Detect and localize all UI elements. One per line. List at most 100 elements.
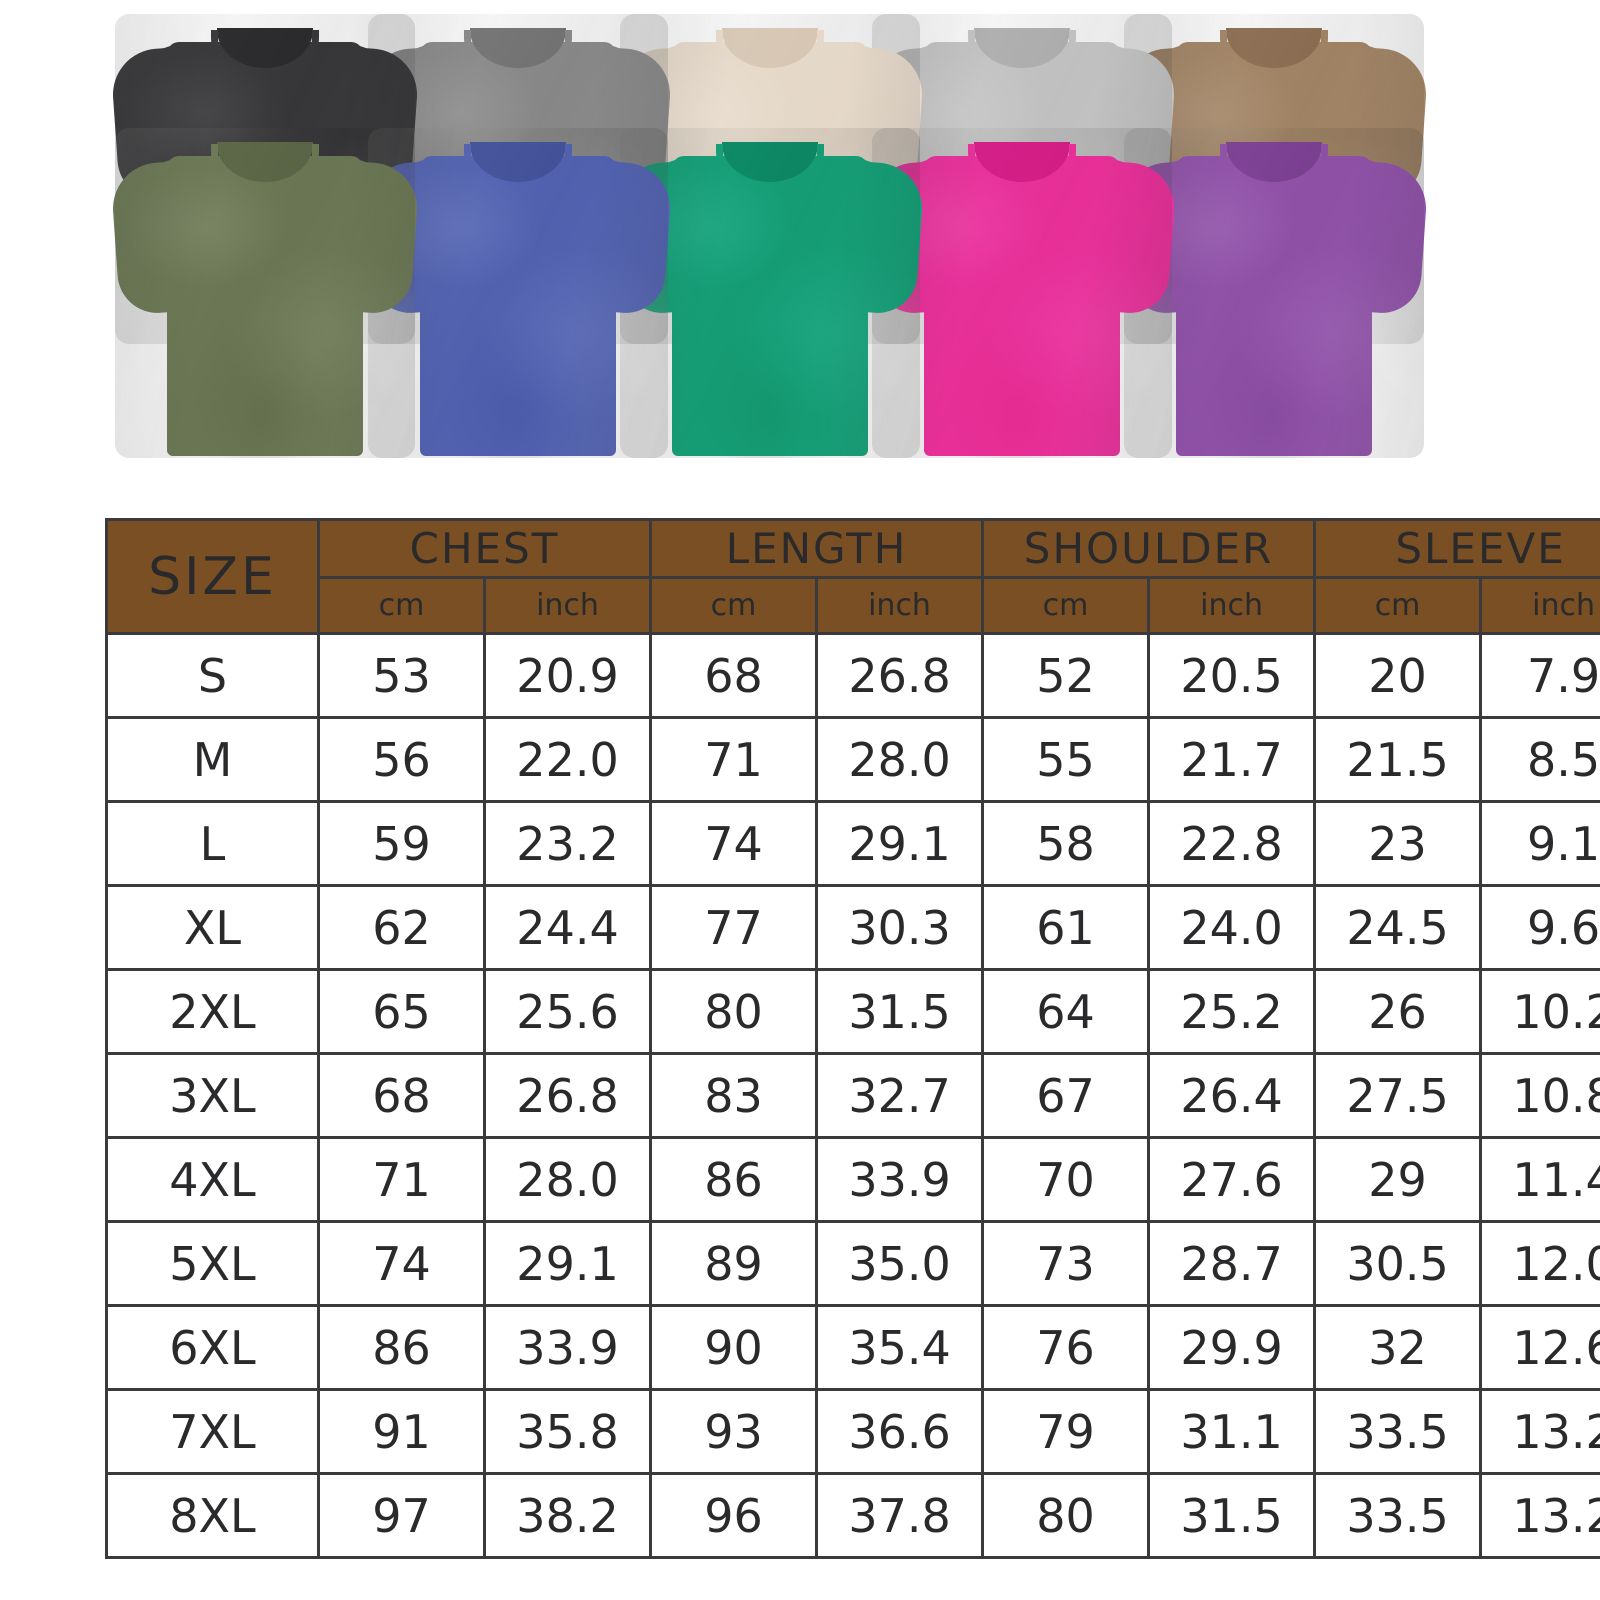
cell-sleeve-cm: 33.5 (1313, 1388, 1483, 1475)
cell-size: 4XL (105, 1136, 320, 1223)
cell-chest-cm: 97 (317, 1472, 486, 1559)
cell-sleeve-cm: 20 (1313, 632, 1483, 719)
cell-length-in: 36.6 (815, 1388, 985, 1475)
cell-chest-in: 25.6 (482, 968, 653, 1055)
cell-chest-cm: 59 (317, 800, 486, 887)
cell-sleeve-cm: 27.5 (1313, 1052, 1483, 1139)
cell-chest-in: 22.0 (482, 716, 653, 803)
cell-shoulder-in: 27.6 (1147, 1136, 1317, 1223)
cell-shoulder-in: 25.2 (1147, 968, 1317, 1055)
cell-shoulder-in: 20.5 (1147, 632, 1317, 719)
cell-length-in: 35.0 (815, 1220, 985, 1307)
cell-chest-in: 33.9 (482, 1304, 653, 1391)
cell-chest-cm: 71 (317, 1136, 486, 1223)
table-row: S 53 20.9 68 26.8 52 20.5 20 7.9 (105, 632, 1600, 719)
size-chart-table-wrapper: SIZE CHEST LENGTH SHOULDER SLEEVE cm inc… (105, 518, 1600, 1559)
cell-length-in: 29.1 (815, 800, 985, 887)
cell-shoulder-cm: 76 (981, 1304, 1151, 1391)
cell-size: S (105, 632, 320, 719)
table-body: S 53 20.9 68 26.8 52 20.5 20 7.9 M 56 22.0 71 28.0 55 2… (105, 632, 1600, 1559)
cell-length-in: 28.0 (815, 716, 985, 803)
cell-size: 2XL (105, 968, 320, 1055)
cell-length-cm: 71 (649, 716, 819, 803)
cell-length-cm: 96 (649, 1472, 819, 1559)
cell-size: XL (105, 884, 320, 971)
cell-sleeve-in: 8.5 (1479, 716, 1600, 803)
cell-shoulder-in: 31.1 (1147, 1388, 1317, 1475)
cell-chest-cm: 56 (317, 716, 486, 803)
cell-sleeve-cm: 29 (1313, 1136, 1483, 1223)
cell-chest-cm: 74 (317, 1220, 486, 1307)
header-unit-length-inch: inch (815, 576, 985, 635)
cell-length-in: 30.3 (815, 884, 985, 971)
cell-sleeve-in: 9.1 (1479, 800, 1600, 887)
cell-sleeve-in: 12.0 (1479, 1220, 1600, 1307)
header-unit-chest-inch: inch (482, 576, 653, 635)
table-row: XL 62 24.4 77 30.3 61 24.0 24.5 9.6 (105, 884, 1600, 971)
header-group-shoulder: SHOULDER (981, 518, 1317, 579)
cell-chest-cm: 91 (317, 1388, 486, 1475)
cell-size: 8XL (105, 1472, 320, 1559)
product-image-gallery (0, 0, 1600, 500)
tshirt-body (1176, 156, 1372, 456)
cell-sleeve-cm: 23 (1313, 800, 1483, 887)
header-group-length: LENGTH (649, 518, 985, 579)
cell-size: 7XL (105, 1388, 320, 1475)
cell-sleeve-in: 9.6 (1479, 884, 1600, 971)
size-chart-table: SIZE CHEST LENGTH SHOULDER SLEEVE cm inc… (105, 518, 1600, 1559)
header-group-sleeve: SLEEVE (1313, 518, 1600, 579)
tshirt-body (924, 156, 1120, 456)
cell-chest-in: 38.2 (482, 1472, 653, 1559)
cell-shoulder-cm: 67 (981, 1052, 1151, 1139)
table-row: L 59 23.2 74 29.1 58 22.8 23 9.1 (105, 800, 1600, 887)
tshirt-body (167, 156, 363, 456)
cell-shoulder-cm: 79 (981, 1388, 1151, 1475)
tshirt-body (420, 156, 616, 456)
tshirt-army-green (109, 128, 421, 458)
cell-shoulder-in: 21.7 (1147, 716, 1317, 803)
header-unit-length-cm: cm (649, 576, 819, 635)
tshirt-body (672, 156, 868, 456)
cell-size: 6XL (105, 1304, 320, 1391)
cell-chest-in: 24.4 (482, 884, 653, 971)
cell-length-in: 37.8 (815, 1472, 985, 1559)
header-unit-sleeve-inch: inch (1479, 576, 1600, 635)
cell-length-cm: 68 (649, 632, 819, 719)
cell-sleeve-cm: 33.5 (1313, 1472, 1483, 1559)
cell-shoulder-cm: 70 (981, 1136, 1151, 1223)
table-row: M 56 22.0 71 28.0 55 21.7 21.5 8.5 (105, 716, 1600, 803)
cell-chest-cm: 65 (317, 968, 486, 1055)
cell-sleeve-cm: 24.5 (1313, 884, 1483, 971)
cell-size: M (105, 716, 320, 803)
cell-size: L (105, 800, 320, 887)
cell-length-cm: 93 (649, 1388, 819, 1475)
cell-size: 5XL (105, 1220, 320, 1307)
cell-shoulder-in: 22.8 (1147, 800, 1317, 887)
cell-length-in: 31.5 (815, 968, 985, 1055)
cell-length-cm: 90 (649, 1304, 819, 1391)
cell-sleeve-cm: 21.5 (1313, 716, 1483, 803)
cell-shoulder-in: 26.4 (1147, 1052, 1317, 1139)
cell-length-in: 33.9 (815, 1136, 985, 1223)
table-header: SIZE CHEST LENGTH SHOULDER SLEEVE cm inc… (105, 518, 1600, 635)
cell-chest-in: 20.9 (482, 632, 653, 719)
cell-chest-in: 23.2 (482, 800, 653, 887)
cell-shoulder-in: 31.5 (1147, 1472, 1317, 1559)
cell-chest-cm: 86 (317, 1304, 486, 1391)
cell-shoulder-cm: 58 (981, 800, 1151, 887)
cell-sleeve-in: 7.9 (1479, 632, 1600, 719)
cell-sleeve-in: 10.2 (1479, 968, 1600, 1055)
cell-length-in: 26.8 (815, 632, 985, 719)
cell-chest-in: 35.8 (482, 1388, 653, 1475)
cell-sleeve-in: 10.8 (1479, 1052, 1600, 1139)
cell-chest-in: 28.0 (482, 1136, 653, 1223)
cell-sleeve-in: 11.4 (1479, 1136, 1600, 1223)
cell-chest-cm: 62 (317, 884, 486, 971)
